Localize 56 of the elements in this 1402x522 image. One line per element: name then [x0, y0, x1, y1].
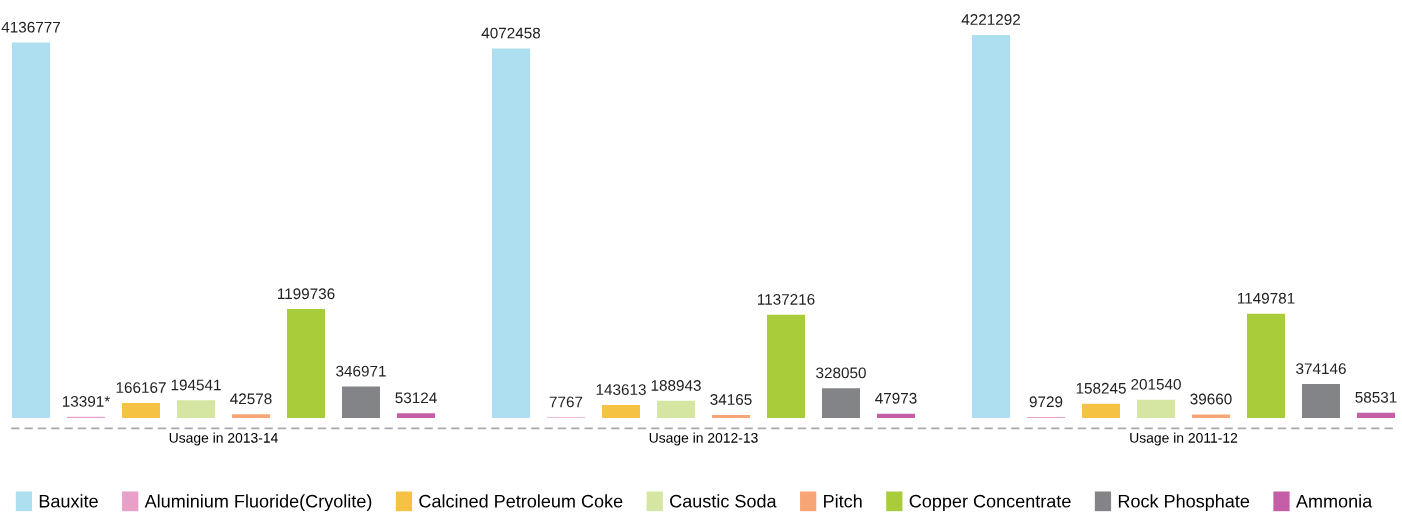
- data-label: 7767: [549, 396, 583, 408]
- data-label: 53124: [395, 392, 437, 404]
- data-label: 194541: [171, 379, 221, 391]
- data-label: 158245: [1076, 382, 1126, 394]
- data-label: 47973: [875, 392, 917, 404]
- bar: [492, 48, 530, 418]
- data-label: 9729: [1029, 396, 1063, 408]
- bar: [767, 314, 805, 418]
- data-label: 4072458: [481, 27, 541, 39]
- legend-label: Rock Phosphate: [1118, 494, 1250, 512]
- bar: [1357, 412, 1395, 418]
- data-label: 13391*: [62, 396, 110, 407]
- data-label: 1199736: [277, 288, 335, 300]
- bar: [1247, 313, 1285, 418]
- data-label: 346971: [336, 365, 386, 377]
- bar: [342, 386, 380, 418]
- data-label: 58531: [1355, 391, 1397, 403]
- data-label: 143613: [596, 384, 646, 395]
- bar: [122, 402, 160, 418]
- data-label: 1137216: [757, 294, 815, 305]
- data-label: 166167: [116, 382, 166, 393]
- x-tick-label: Usage in 2012-13: [649, 432, 758, 446]
- data-label: 4221292: [961, 14, 1020, 25]
- bar: [12, 42, 50, 418]
- data-label: 188943: [651, 380, 701, 391]
- bar: [972, 34, 1010, 418]
- data-label: 374146: [1296, 363, 1346, 375]
- data-label: 201540: [1131, 378, 1181, 390]
- data-label: 42578: [230, 393, 272, 405]
- data-label: 328050: [816, 367, 866, 379]
- legend-label: Copper Concentrate: [909, 494, 1071, 512]
- data-label: 4136777: [1, 21, 60, 33]
- bar: [1302, 384, 1340, 418]
- legend-label: Bauxite: [39, 494, 98, 508]
- bar: [287, 309, 325, 418]
- legend-label: Caustic Soda: [670, 494, 777, 508]
- data-label: 39660: [1190, 393, 1232, 405]
- bar: [1192, 414, 1230, 418]
- x-tick-label: Usage in 2011-12: [1130, 432, 1238, 446]
- data-label: 1149781: [1237, 292, 1295, 304]
- bar: [602, 404, 640, 418]
- legend-label: Aluminium Fluoride(Cryolite): [144, 494, 372, 512]
- legend-label: Calcined Petroleum Coke: [419, 494, 623, 508]
- bar: [1137, 399, 1175, 418]
- bar: [657, 400, 695, 418]
- bar: [177, 400, 215, 418]
- data-label: 34165: [710, 394, 752, 405]
- bar: [1082, 403, 1120, 418]
- legend-label: Pitch: [824, 494, 862, 508]
- bar: [232, 414, 270, 418]
- legend-label: Ammonia: [1295, 494, 1373, 508]
- bar: [397, 413, 435, 418]
- bar: [822, 388, 860, 418]
- bar: [877, 413, 915, 418]
- bar: [712, 414, 750, 418]
- x-tick-label: Usage in 2013-14: [169, 432, 278, 446]
